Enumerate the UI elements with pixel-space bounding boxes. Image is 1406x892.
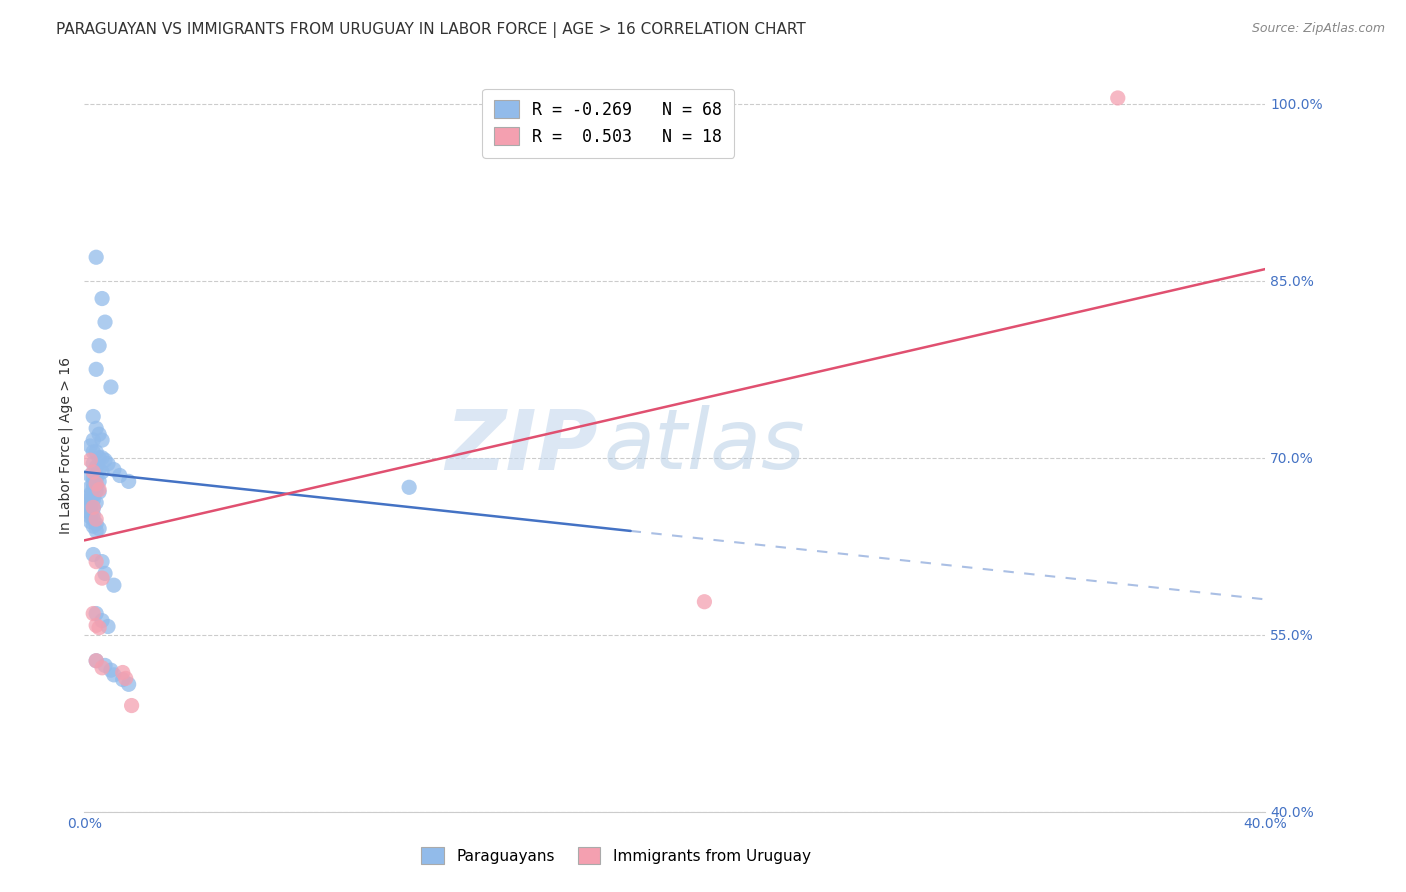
Point bbox=[84, 512, 107, 526]
Text: ZIP: ZIP bbox=[446, 406, 598, 486]
Point bbox=[84, 476, 107, 491]
Point bbox=[82, 493, 104, 508]
Point bbox=[79, 439, 101, 453]
Point bbox=[79, 487, 101, 501]
Point bbox=[118, 475, 141, 489]
Point bbox=[398, 480, 420, 494]
Point bbox=[121, 698, 143, 713]
Point bbox=[79, 500, 101, 515]
Point bbox=[82, 512, 104, 526]
Point bbox=[79, 515, 101, 529]
Y-axis label: In Labor Force | Age > 16: In Labor Force | Age > 16 bbox=[59, 358, 73, 534]
Point bbox=[76, 504, 98, 518]
Point bbox=[82, 607, 104, 621]
Point bbox=[87, 522, 111, 536]
Point bbox=[82, 500, 104, 515]
Point bbox=[84, 445, 107, 459]
Point bbox=[111, 665, 134, 680]
Point bbox=[84, 460, 107, 475]
Point bbox=[82, 508, 104, 522]
Point bbox=[91, 571, 114, 585]
Point bbox=[82, 433, 104, 447]
Point bbox=[84, 472, 107, 486]
Point bbox=[94, 453, 117, 467]
Point bbox=[1107, 91, 1129, 105]
Point bbox=[91, 465, 114, 479]
Point bbox=[79, 480, 101, 494]
Point bbox=[94, 658, 117, 673]
Legend: Paraguayans, Immigrants from Uruguay: Paraguayans, Immigrants from Uruguay bbox=[415, 841, 817, 870]
Point bbox=[84, 421, 107, 435]
Point bbox=[79, 509, 101, 524]
Point bbox=[84, 618, 107, 632]
Point bbox=[111, 673, 134, 687]
Point bbox=[87, 485, 111, 500]
Point bbox=[76, 491, 98, 505]
Point bbox=[91, 614, 114, 628]
Point bbox=[87, 450, 111, 465]
Text: atlas: atlas bbox=[605, 406, 806, 486]
Point bbox=[76, 498, 98, 512]
Point bbox=[693, 595, 716, 609]
Point bbox=[82, 457, 104, 471]
Point bbox=[82, 465, 104, 479]
Point bbox=[84, 495, 107, 509]
Point bbox=[87, 621, 111, 635]
Point bbox=[87, 427, 111, 442]
Point bbox=[84, 250, 107, 264]
Point bbox=[91, 433, 114, 447]
Point bbox=[82, 409, 104, 424]
Point bbox=[91, 661, 114, 675]
Point bbox=[103, 578, 125, 592]
Point bbox=[91, 555, 114, 569]
Point bbox=[100, 380, 122, 394]
Point bbox=[84, 362, 107, 376]
Point bbox=[103, 668, 125, 682]
Text: Source: ZipAtlas.com: Source: ZipAtlas.com bbox=[1251, 22, 1385, 36]
Point bbox=[79, 468, 101, 483]
Point bbox=[84, 607, 107, 621]
Point bbox=[84, 555, 107, 569]
Point bbox=[94, 315, 117, 329]
Point bbox=[87, 475, 111, 489]
Point bbox=[94, 566, 117, 581]
Point bbox=[79, 492, 101, 507]
Point bbox=[84, 516, 107, 531]
Point bbox=[100, 663, 122, 677]
Point bbox=[82, 501, 104, 516]
Point bbox=[84, 483, 107, 498]
Point bbox=[82, 519, 104, 533]
Text: PARAGUAYAN VS IMMIGRANTS FROM URUGUAY IN LABOR FORCE | AGE > 16 CORRELATION CHAR: PARAGUAYAN VS IMMIGRANTS FROM URUGUAY IN… bbox=[56, 22, 806, 38]
Point bbox=[84, 654, 107, 668]
Point bbox=[87, 483, 111, 497]
Point bbox=[82, 476, 104, 491]
Point bbox=[114, 672, 136, 686]
Point bbox=[103, 462, 125, 476]
Point bbox=[82, 471, 104, 485]
Point bbox=[82, 489, 104, 503]
Point bbox=[87, 339, 111, 353]
Point bbox=[118, 677, 141, 691]
Point bbox=[87, 462, 111, 476]
Point bbox=[79, 453, 101, 467]
Point bbox=[82, 548, 104, 562]
Point bbox=[79, 506, 101, 520]
Point bbox=[97, 619, 120, 633]
Point bbox=[84, 524, 107, 538]
Point bbox=[91, 292, 114, 306]
Point bbox=[82, 445, 104, 459]
Point bbox=[97, 457, 120, 471]
Point bbox=[108, 468, 131, 483]
Point bbox=[84, 654, 107, 668]
Point bbox=[84, 478, 107, 492]
Point bbox=[82, 482, 104, 496]
Point bbox=[91, 450, 114, 465]
